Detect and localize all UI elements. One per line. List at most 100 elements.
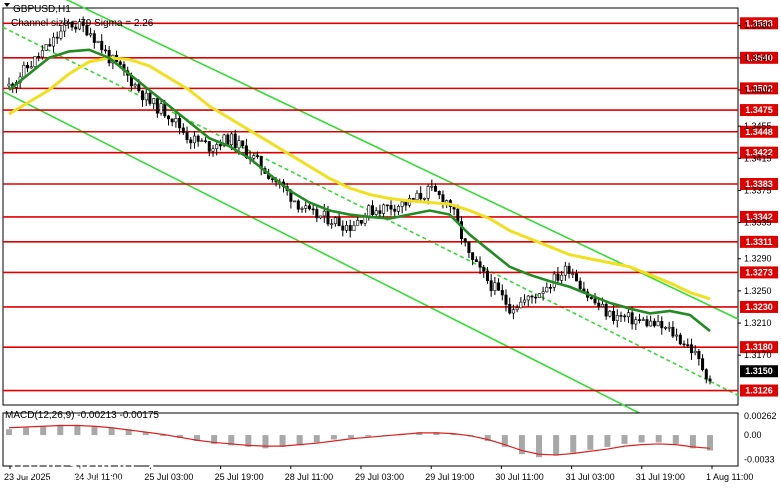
macd-histogram-bar xyxy=(6,429,12,436)
candle-body xyxy=(40,50,44,58)
macd-histogram-bar xyxy=(587,435,594,450)
candle-body xyxy=(192,135,196,144)
channel-note: Channel size = 79 Sigma = 2.26 xyxy=(11,18,154,29)
macd-histogram-bar xyxy=(125,429,132,436)
level-tag xyxy=(740,235,778,248)
level-tag xyxy=(740,17,778,30)
candle-body xyxy=(641,319,645,321)
macd-histogram-bar xyxy=(536,435,543,458)
candle-body xyxy=(378,210,382,214)
candle-body xyxy=(48,44,52,47)
price-plot-frame xyxy=(2,7,739,406)
macd-pane xyxy=(2,412,739,467)
candle-body xyxy=(137,84,141,92)
time-tick-label: 31 Jul 03:00 xyxy=(566,472,615,482)
candle-body xyxy=(489,280,493,291)
candle-body xyxy=(422,198,426,200)
candle-body xyxy=(574,273,578,282)
candle-body xyxy=(396,206,400,212)
candle-body xyxy=(467,241,471,253)
candle-body xyxy=(315,209,319,219)
macd-histogram-bar xyxy=(707,435,713,451)
candle-body xyxy=(152,98,156,104)
macd-histogram-bar xyxy=(570,435,577,453)
candle-body xyxy=(500,289,504,296)
candle-body xyxy=(237,140,241,149)
candle-body xyxy=(678,334,682,345)
candle-body xyxy=(44,44,48,51)
candle-body xyxy=(77,21,81,30)
candle-body xyxy=(85,25,89,36)
level-tag xyxy=(740,384,778,397)
candle-body xyxy=(478,261,482,268)
candle-body xyxy=(374,210,378,215)
candle-body xyxy=(708,378,712,382)
candle-body xyxy=(482,266,486,272)
time-tick-label: 24 Jul 11:00 xyxy=(74,472,122,482)
macd-histogram-bar xyxy=(433,432,440,436)
candle-body xyxy=(434,185,438,192)
level-tag xyxy=(740,104,778,117)
candle-body xyxy=(29,66,33,69)
candle-body xyxy=(181,127,185,133)
candle-body xyxy=(612,310,616,321)
level-tag xyxy=(740,266,778,279)
candle-body xyxy=(241,140,245,147)
candle-body xyxy=(196,135,200,142)
candle-body xyxy=(33,56,37,68)
candle-body xyxy=(352,225,356,232)
symbol-label: GBPUSD,H1 xyxy=(13,4,71,15)
candle-body xyxy=(571,273,575,275)
current-price-label: 1.3150 xyxy=(745,366,773,376)
candle-body xyxy=(686,344,690,346)
candle-body xyxy=(567,265,571,274)
candle-body xyxy=(389,204,393,210)
candle-body xyxy=(319,215,323,219)
candle-body xyxy=(400,201,404,207)
time-tick-label: 28 Jul 11:00 xyxy=(285,472,333,482)
candle-body xyxy=(393,208,397,212)
symbol-dropdown-icon[interactable] xyxy=(4,3,10,7)
level-tag-label: 1.3475 xyxy=(745,105,773,115)
macd-tick-label: 0.00262 xyxy=(744,411,777,421)
candle-body xyxy=(456,208,460,222)
level-tag-label: 1.3502 xyxy=(745,83,773,93)
time-tick-label: 23 Jul 2025 xyxy=(4,472,51,482)
candle-body xyxy=(144,92,148,101)
candle-body xyxy=(103,49,107,52)
candle-body xyxy=(22,64,26,78)
candle-body xyxy=(178,118,182,129)
candle-body xyxy=(660,321,664,329)
candle-body xyxy=(419,192,423,200)
macd-histogram-bar xyxy=(23,427,30,436)
level-tag xyxy=(740,177,778,190)
time-tick-label: 30 Jul 11:00 xyxy=(495,472,543,482)
candle-body xyxy=(471,252,475,260)
candle-body xyxy=(649,320,653,327)
level-tag-label: 1.3383 xyxy=(745,179,773,189)
price-tick-label: 1.3250 xyxy=(744,286,772,296)
candle-body xyxy=(515,307,519,311)
candle-body xyxy=(348,225,352,232)
candle-body xyxy=(26,64,30,69)
candle-body xyxy=(534,296,538,299)
logo-mark-icon xyxy=(11,447,41,477)
candle-body xyxy=(634,319,638,325)
candle-body xyxy=(141,90,145,101)
candle-body xyxy=(200,140,204,143)
candle-body xyxy=(671,326,675,337)
macd-histogram-bar xyxy=(142,432,149,436)
level-tag-label: 1.3311 xyxy=(745,237,772,247)
price-tick-label: 1.3580 xyxy=(744,21,772,31)
price-tick-label: 1.3500 xyxy=(744,85,772,95)
candle-body xyxy=(682,343,686,346)
macd-histogram-bar xyxy=(604,435,611,447)
macd-histogram-bar xyxy=(57,424,64,436)
sma-line xyxy=(8,56,711,301)
candle-body xyxy=(437,191,441,196)
candle-body xyxy=(155,98,159,114)
time-tick-label: 29 Jul 19:00 xyxy=(425,472,474,482)
macd-histogram-bar xyxy=(262,435,269,449)
candle-body xyxy=(537,293,541,299)
